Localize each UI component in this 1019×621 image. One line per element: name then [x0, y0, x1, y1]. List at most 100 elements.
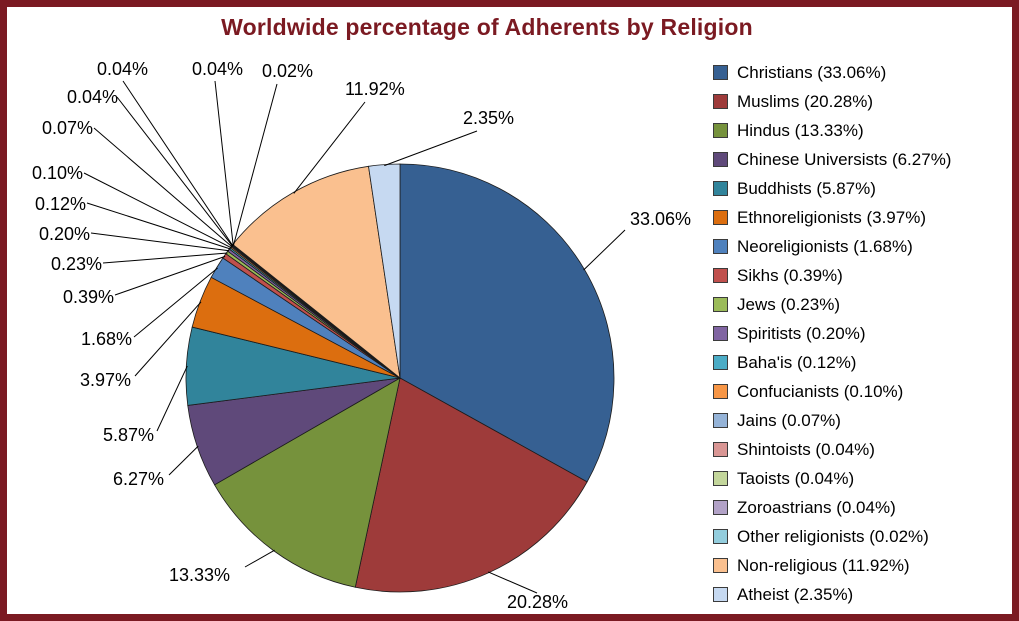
- legend-label-sikhs: Sikhs (0.39%): [737, 265, 843, 285]
- pie-slice-muslims: [354, 377, 588, 593]
- legend-item-other-religionists: Other religionists (0.02%): [713, 522, 951, 551]
- percent-label-taoists: 0.04%: [97, 59, 148, 79]
- legend-swatch-confucianists: [713, 384, 728, 399]
- legend-item-shintoists: Shintoists (0.04%): [713, 435, 951, 464]
- percent-label-neoreligionists: 1.68%: [81, 329, 132, 349]
- leader-line-zoroastrians: [214, 80, 234, 246]
- percent-label-ethnoreligionists: 3.97%: [80, 370, 131, 390]
- percent-label-buddhists: 5.87%: [103, 425, 154, 445]
- percent-label-confucianists: 0.10%: [32, 163, 83, 183]
- leader-line-jews: [102, 252, 228, 264]
- legend-label-atheist: Atheist (2.35%): [737, 584, 854, 604]
- legend-swatch-ethnoreligionists: [713, 210, 728, 225]
- percent-label-muslims: 20.28%: [507, 592, 568, 612]
- leader-line-baha-is: [86, 202, 231, 250]
- percent-label-other-religionists: 0.02%: [262, 61, 313, 81]
- leader-line-shintoists: [116, 96, 233, 247]
- percent-label-jews: 0.23%: [51, 254, 102, 274]
- leader-line-other-religionists: [233, 83, 278, 246]
- legend-swatch-neoreligionists: [713, 239, 728, 254]
- legend-label-other-religionists: Other religionists (0.02%): [737, 526, 929, 546]
- legend-item-neoreligionists: Neoreligionists (1.68%): [713, 232, 951, 261]
- legend-label-ethnoreligionists: Ethnoreligionists (3.97%): [737, 207, 926, 227]
- legend-item-jews: Jews (0.23%): [713, 290, 951, 319]
- legend-label-christians: Christians (33.06%): [737, 62, 887, 82]
- percent-label-atheist: 2.35%: [463, 108, 514, 128]
- percent-label-zoroastrians: 0.04%: [192, 59, 243, 79]
- legend-label-neoreligionists: Neoreligionists (1.68%): [737, 236, 913, 256]
- leader-line-hindus: [244, 549, 275, 568]
- legend-item-christians: Christians (33.06%): [713, 58, 951, 87]
- percent-label-chinese-universists: 6.27%: [113, 469, 164, 489]
- legend-item-zoroastrians: Zoroastrians (0.04%): [713, 493, 951, 522]
- legend-label-shintoists: Shintoists (0.04%): [737, 439, 875, 459]
- percent-label-hindus: 13.33%: [169, 565, 230, 585]
- legend: Christians (33.06%) Muslims (20.28%) Hindu…: [713, 58, 951, 609]
- legend-item-non-religious: Non-religious (11.92%): [713, 551, 951, 580]
- legend-swatch-taoists: [713, 471, 728, 486]
- leader-line-jains: [93, 127, 233, 248]
- legend-swatch-hindus: [713, 123, 728, 138]
- pie-slice-non-religious: [232, 165, 401, 379]
- legend-item-chinese-universists: Chinese Universists (6.27%): [713, 145, 951, 174]
- legend-item-buddhists: Buddhists (5.87%): [713, 174, 951, 203]
- legend-swatch-atheist: [713, 587, 728, 602]
- pie-chart: 33.06% 20.28% 13.33% 6.27% 5.87% 3.97% 1.68% 0.…: [32, 59, 691, 612]
- legend-label-hindus: Hindus (13.33%): [737, 120, 864, 140]
- legend-swatch-non-religious: [713, 558, 728, 573]
- legend-item-muslims: Muslims (20.28%): [713, 87, 951, 116]
- leader-line-sikhs: [114, 255, 226, 296]
- leader-line-atheist: [384, 130, 478, 167]
- legend-label-jains: Jains (0.07%): [737, 410, 841, 430]
- percent-label-shintoists: 0.04%: [67, 87, 118, 107]
- legend-item-hindus: Hindus (13.33%): [713, 116, 951, 145]
- legend-swatch-shintoists: [713, 442, 728, 457]
- leader-line-muslims: [488, 571, 538, 594]
- legend-item-sikhs: Sikhs (0.39%): [713, 261, 951, 290]
- leader-line-non-religious: [293, 101, 366, 194]
- legend-swatch-baha-is: [713, 355, 728, 370]
- legend-swatch-zoroastrians: [713, 500, 728, 515]
- legend-label-zoroastrians: Zoroastrians (0.04%): [737, 497, 896, 517]
- legend-label-muslims: Muslims (20.28%): [737, 91, 874, 111]
- legend-item-ethnoreligionists: Ethnoreligionists (3.97%): [713, 203, 951, 232]
- legend-swatch-christians: [713, 65, 728, 80]
- leader-line-spiritists: [90, 232, 230, 252]
- legend-item-confucianists: Confucianists (0.10%): [713, 377, 951, 406]
- legend-label-chinese-universists: Chinese Universists (6.27%): [737, 149, 952, 169]
- pie-slice-atheist: [368, 163, 401, 379]
- leader-line-buddhists: [156, 365, 188, 432]
- legend-swatch-chinese-universists: [713, 152, 728, 167]
- legend-swatch-muslims: [713, 94, 728, 109]
- percent-label-baha-is: 0.12%: [35, 194, 86, 214]
- legend-item-spiritists: Spiritists (0.20%): [713, 319, 951, 348]
- legend-label-non-religious: Non-religious (11.92%): [737, 555, 910, 575]
- percent-label-jains: 0.07%: [42, 118, 93, 138]
- leader-line-neoreligionists: [133, 267, 218, 338]
- legend-label-buddhists: Buddhists (5.87%): [737, 178, 876, 198]
- legend-item-taoists: Taoists (0.04%): [713, 464, 951, 493]
- legend-label-jews: Jews (0.23%): [737, 294, 840, 314]
- percent-label-christians: 33.06%: [630, 209, 691, 229]
- percent-label-non-religious: 11.92%: [345, 79, 405, 99]
- legend-label-confucianists: Confucianists (0.10%): [737, 381, 904, 401]
- legend-label-baha-is: Baha'is (0.12%): [737, 352, 857, 372]
- leader-line-ethnoreligionists: [134, 301, 202, 377]
- legend-swatch-other-religionists: [713, 529, 728, 544]
- leader-line-chinese-universists: [168, 445, 199, 476]
- legend-item-jains: Jains (0.07%): [713, 406, 951, 435]
- legend-label-spiritists: Spiritists (0.20%): [737, 323, 866, 343]
- legend-label-taoists: Taoists (0.04%): [737, 468, 855, 488]
- leader-line-christians: [583, 229, 626, 271]
- legend-swatch-sikhs: [713, 268, 728, 283]
- leader-line-taoists: [122, 80, 234, 247]
- percent-label-spiritists: 0.20%: [39, 224, 90, 244]
- legend-swatch-spiritists: [713, 326, 728, 341]
- legend-swatch-jews: [713, 297, 728, 312]
- chart-title: Worldwide percentage of Adherents by Rel…: [221, 14, 753, 40]
- legend-swatch-jains: [713, 413, 728, 428]
- legend-item-atheist: Atheist (2.35%): [713, 580, 951, 609]
- legend-item-baha-is: Baha'is (0.12%): [713, 348, 951, 377]
- leader-line-confucianists: [83, 172, 232, 249]
